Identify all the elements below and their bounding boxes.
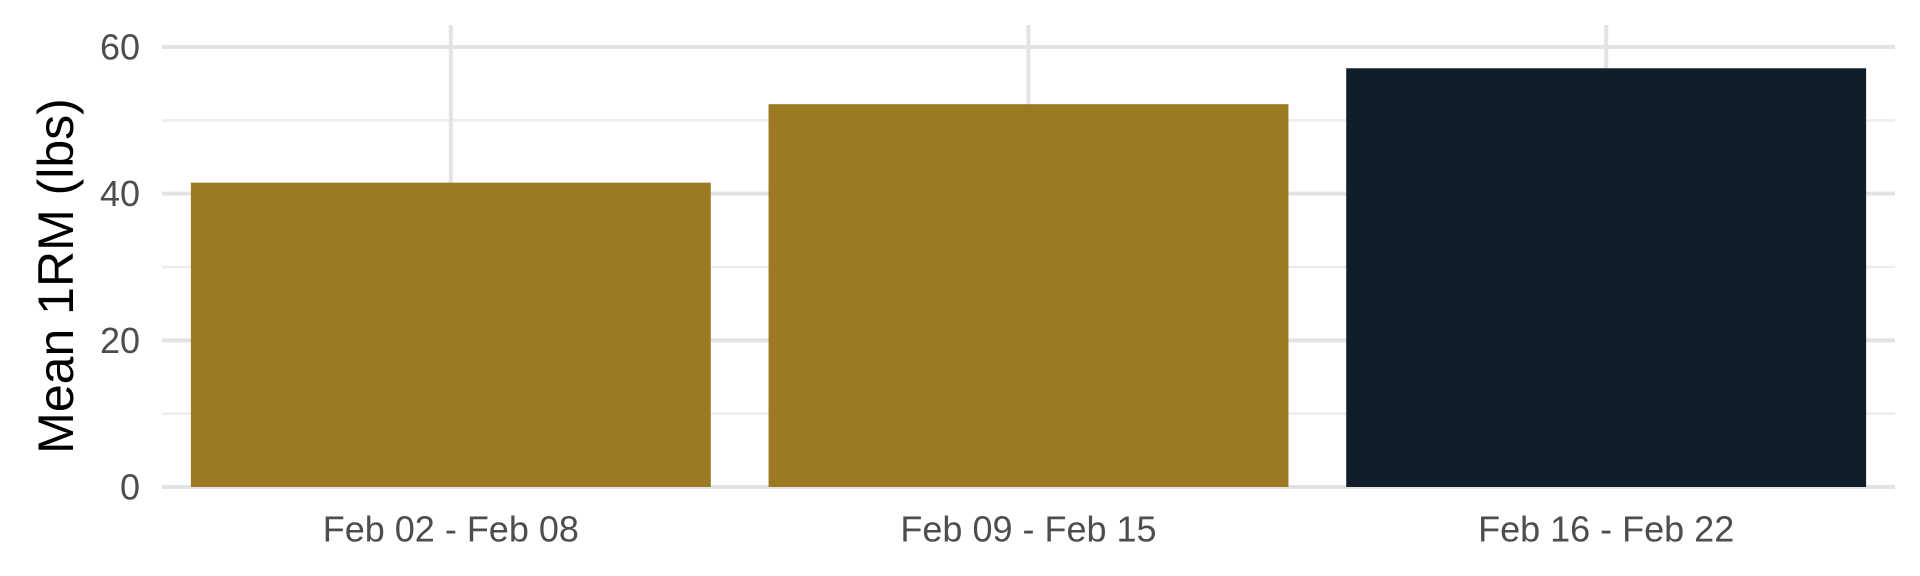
x-axis-ticks: Feb 02 - Feb 08 Feb 09 - Feb 15 Feb 16 - F… <box>323 509 1734 550</box>
y-tick-label: 0 <box>120 467 140 508</box>
y-axis-ticks: 0 20 40 60 <box>100 27 140 508</box>
y-axis-title: Mean 1RM (lbs) <box>28 98 84 454</box>
y-tick-label: 20 <box>100 320 140 361</box>
bar <box>768 104 1289 487</box>
x-tick-label: Feb 09 - Feb 15 <box>900 509 1156 550</box>
x-tick-label: Feb 16 - Feb 22 <box>1478 509 1734 550</box>
bar <box>1346 68 1867 488</box>
x-tick-label: Feb 02 - Feb 08 <box>323 509 579 550</box>
bar <box>190 182 711 487</box>
bars <box>190 68 1867 488</box>
y-tick-label: 40 <box>100 173 140 214</box>
y-tick-label: 60 <box>100 27 140 68</box>
